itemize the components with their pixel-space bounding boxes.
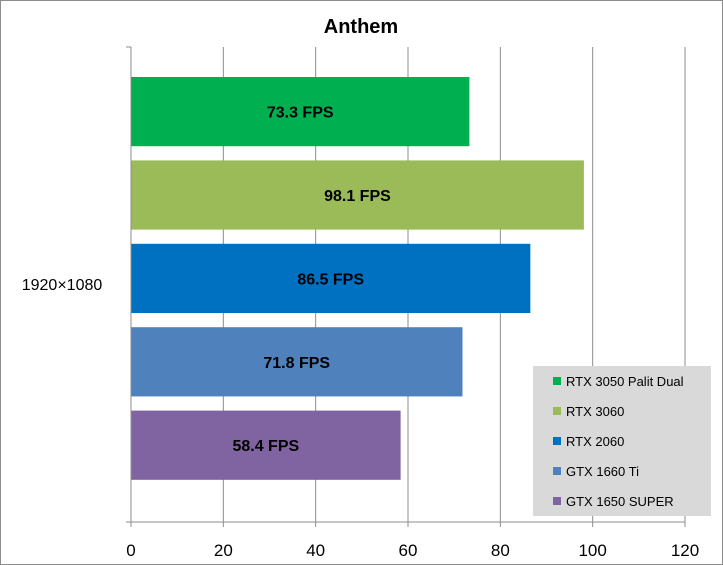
legend-label: RTX 3050 Palit Dual	[566, 374, 684, 389]
legend-swatch	[553, 377, 561, 385]
data-label: 71.8 FPS	[263, 355, 330, 372]
chart-title: Anthem	[324, 16, 398, 38]
x-tick-label: 60	[399, 541, 418, 560]
x-tick-label: 80	[491, 541, 510, 560]
category-labels: 1920×1080	[22, 277, 103, 294]
bar	[131, 160, 584, 230]
legend: RTX 3050 Palit Dual RTX 3060 RTX 2060 GTX 1…	[533, 366, 711, 516]
legend-swatch	[553, 497, 561, 505]
legend-box	[533, 366, 711, 516]
bar	[131, 77, 470, 147]
x-tick-label: 20	[214, 541, 233, 560]
bar	[131, 243, 531, 314]
axes	[126, 46, 686, 527]
bars: 73.3 FPS 98.1 FPS 86.5 FPS 71.8 FPS 58.4 FPS	[131, 77, 584, 480]
data-label: 73.3 FPS	[267, 105, 334, 122]
x-tick-label: 120	[671, 541, 699, 560]
x-tick-label: 40	[306, 541, 325, 560]
data-label: 86.5 FPS	[297, 271, 364, 288]
bar	[131, 410, 401, 480]
x-tick-label: 100	[578, 541, 606, 560]
category-label: 1920×1080	[22, 277, 103, 294]
legend-label: RTX 2060	[566, 434, 624, 449]
data-label: 98.1 FPS	[324, 188, 391, 205]
bar	[131, 327, 463, 397]
data-label: 58.4 FPS	[232, 438, 299, 455]
legend-swatch	[553, 407, 561, 415]
legend-swatch	[553, 467, 561, 475]
x-tick-label: 0	[126, 541, 135, 560]
legend-swatch	[553, 437, 561, 445]
legend-label: RTX 3060	[566, 404, 624, 419]
x-tick-labels: 0 20 40 60 80 100 120	[126, 541, 699, 560]
legend-label: GTX 1660 Ti	[566, 464, 639, 479]
legend-label: GTX 1650 SUPER	[566, 494, 674, 509]
